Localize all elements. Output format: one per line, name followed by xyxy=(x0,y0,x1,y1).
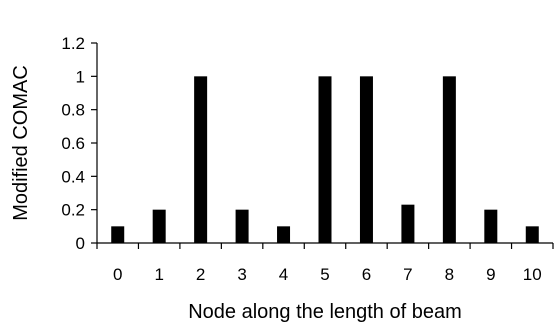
y-tick-label: 1 xyxy=(76,67,85,86)
bar xyxy=(152,209,166,243)
bar xyxy=(194,76,208,243)
x-tick-label: 1 xyxy=(154,265,163,284)
x-tick-label: 4 xyxy=(279,265,288,284)
y-tick-label: 0.2 xyxy=(61,201,85,220)
x-axis-title: Node along the length of beam xyxy=(188,301,462,323)
bar xyxy=(318,76,332,243)
x-tick-label: 3 xyxy=(237,265,246,284)
bar xyxy=(442,76,456,243)
y-axis-title: Modified COMAC xyxy=(10,65,32,221)
x-tick-label: 6 xyxy=(362,265,371,284)
bar xyxy=(359,76,373,243)
bar xyxy=(277,226,291,243)
x-axis: 0 1 2 3 4 5 6 7 8 9 10 xyxy=(96,242,554,284)
bar xyxy=(111,226,125,243)
x-tick-label: 0 xyxy=(113,265,122,284)
x-tick-label: 2 xyxy=(196,265,205,284)
y-tick-label: 0.4 xyxy=(61,167,85,186)
y-axis: 0 0.2 0.4 0.6 0.8 1 1.2 xyxy=(61,34,98,253)
x-tick-label: 9 xyxy=(486,265,495,284)
bars xyxy=(111,76,539,243)
x-tick-label: 10 xyxy=(523,265,542,284)
x-tick-label: 7 xyxy=(403,265,412,284)
x-tick-label: 5 xyxy=(320,265,329,284)
y-tick-label: 0 xyxy=(76,234,85,253)
y-tick-label: 1.2 xyxy=(61,34,85,53)
y-tick-label: 0.6 xyxy=(61,134,85,153)
y-tick-label: 0.8 xyxy=(61,101,85,120)
bar xyxy=(525,226,539,243)
bar xyxy=(235,209,249,243)
x-tick-label: 8 xyxy=(445,265,454,284)
bar xyxy=(484,209,498,243)
bar xyxy=(401,204,415,243)
